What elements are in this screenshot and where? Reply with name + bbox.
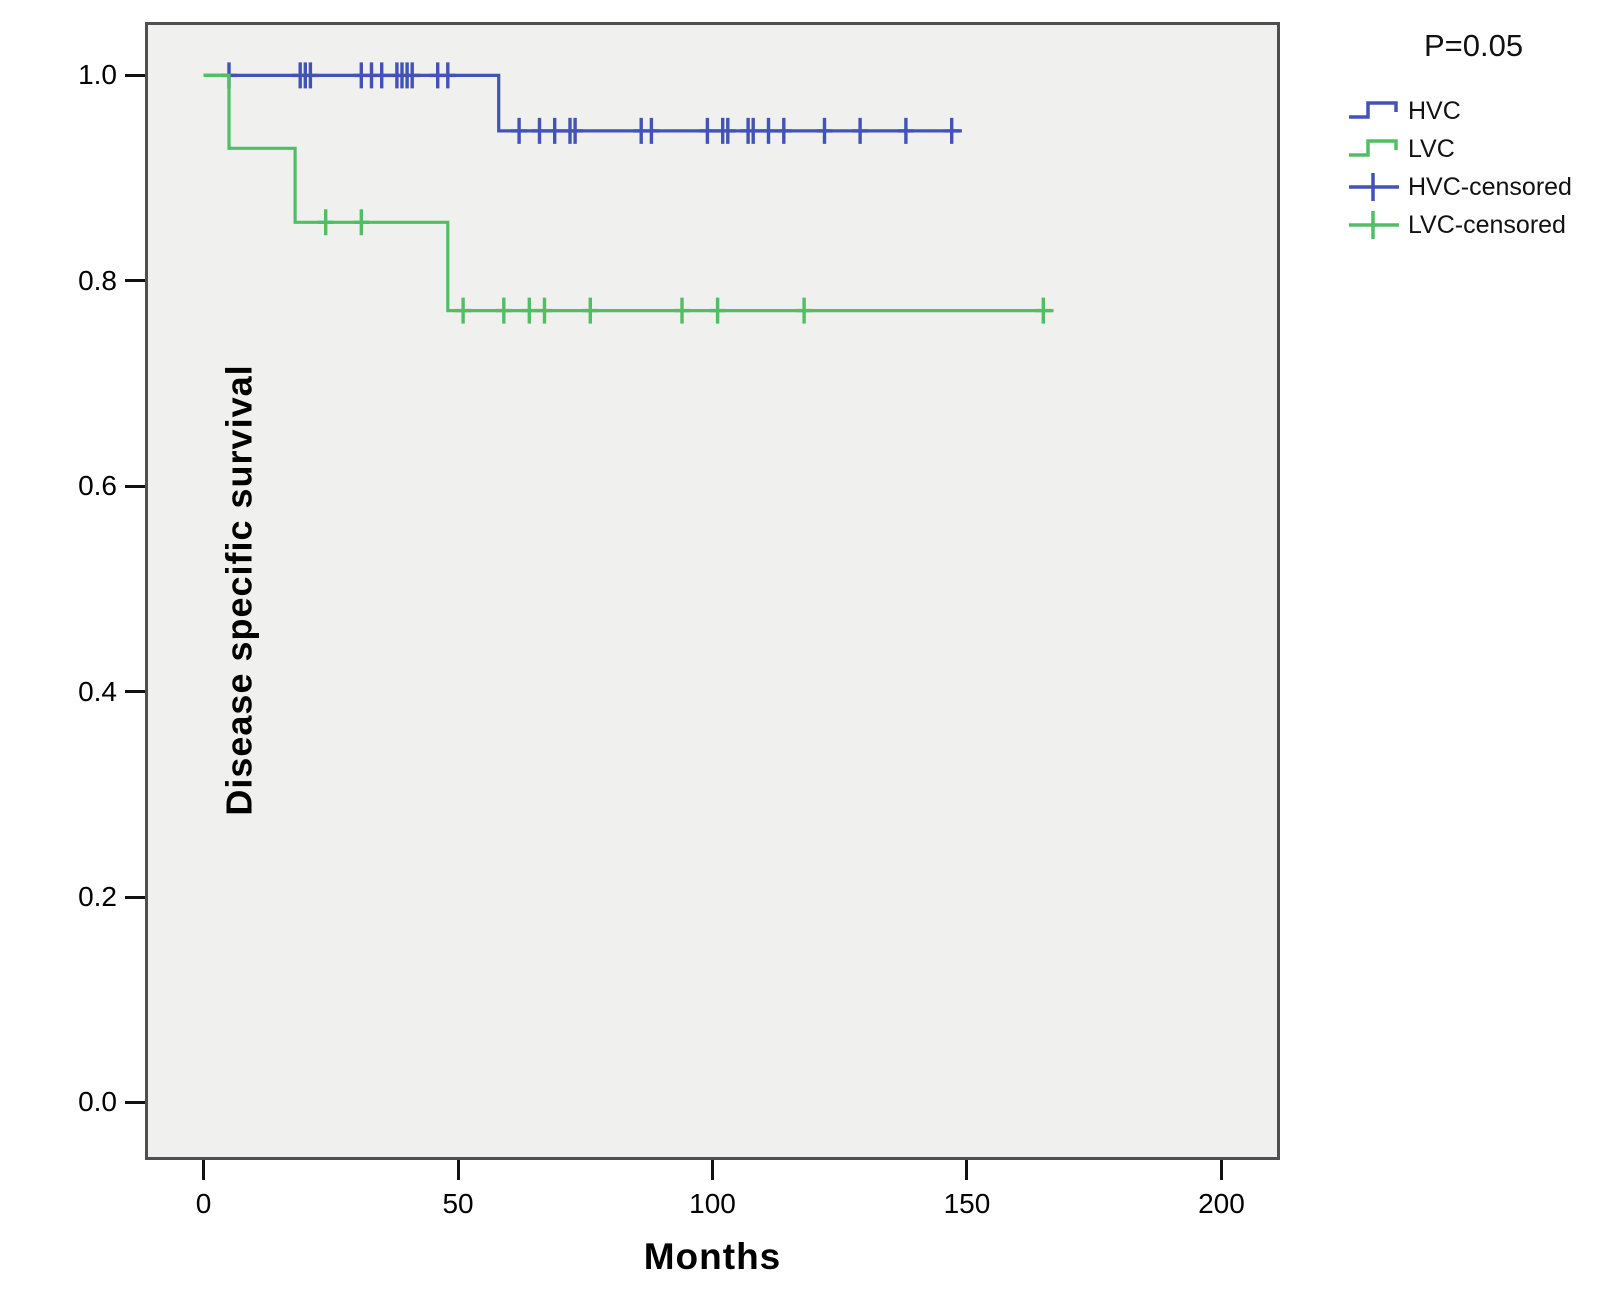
y-tick-mark: [125, 73, 145, 77]
legend-item-hvc-censored: HVC-censored: [1346, 168, 1616, 206]
y-tick-mark: [125, 690, 145, 694]
y-tick-label: 0.8: [78, 264, 117, 296]
lvc-survival-curve: [203, 73, 1054, 313]
y-tick-label: 0.4: [78, 675, 117, 707]
legend-item-label: HVC: [1408, 96, 1461, 125]
x-axis-title: Months: [643, 1236, 782, 1277]
legend-item-label: LVC-censored: [1408, 210, 1566, 239]
x-tick-label: 150: [943, 1188, 991, 1219]
hvc-step-line-icon: [1346, 96, 1408, 126]
legend-item-lvc-censored: LVC-censored: [1346, 206, 1616, 244]
legend-item-label: LVC: [1408, 134, 1455, 163]
x-tick-label: 100: [689, 1188, 736, 1219]
lvc-censor-marks: [317, 209, 1052, 324]
legend-item-label: HVC-censored: [1408, 172, 1572, 201]
plot-area: [145, 22, 1280, 1160]
legend: P=0.05 HVC LVC HVC-censored LVC-censored: [1346, 28, 1616, 244]
y-axis-title: Disease specific survival: [218, 364, 260, 816]
y-tick-mark: [125, 1100, 145, 1104]
y-tick-label: 0.2: [78, 881, 117, 913]
x-tick-mark: [456, 1160, 460, 1180]
x-tick-mark: [202, 1160, 206, 1180]
x-tick-label: 0: [195, 1188, 212, 1219]
lvc-censored-plus-icon: [1346, 210, 1408, 240]
hvc-survival-curve: [203, 73, 962, 133]
lvc-step-line-icon: [1346, 134, 1408, 164]
survival-curves: [203, 62, 1054, 324]
hvc-censored-plus-icon: [1346, 172, 1408, 202]
x-tick-mark: [1219, 1160, 1223, 1180]
legend-p-value: P=0.05: [1424, 28, 1524, 63]
legend-item-hvc: HVC: [1346, 92, 1616, 130]
y-tick-mark: [125, 279, 145, 283]
legend-item-lvc: LVC: [1346, 130, 1616, 168]
y-tick-mark: [125, 895, 145, 899]
x-tick-label: 50: [442, 1188, 474, 1219]
y-tick-label: 1.0: [78, 59, 117, 91]
y-tick-label: 0.6: [78, 470, 117, 502]
y-tick-mark: [125, 484, 145, 488]
x-tick-mark: [711, 1160, 714, 1180]
x-tick-mark: [965, 1160, 969, 1180]
y-tick-label: 0.0: [78, 1086, 117, 1118]
x-tick-label: 200: [1198, 1188, 1245, 1219]
